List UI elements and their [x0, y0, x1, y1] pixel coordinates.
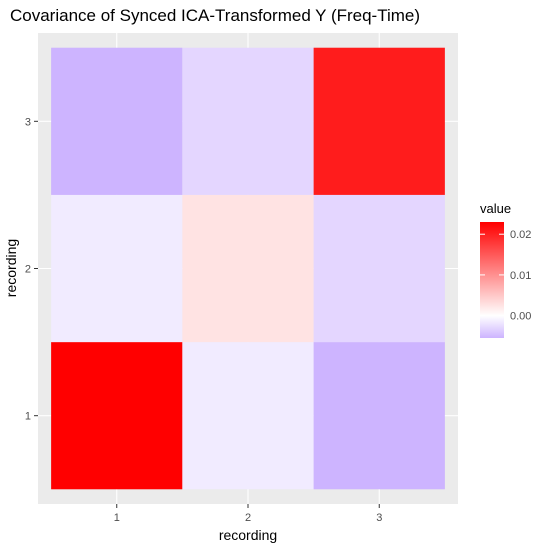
heatmap-cells: [51, 47, 445, 490]
legend-title: value: [480, 201, 511, 216]
heatmap-cell: [313, 47, 445, 195]
y-tick-label: 1: [25, 411, 31, 423]
heatmap-cell: [313, 194, 445, 343]
heatmap-cell: [182, 47, 314, 195]
heatmap-cell: [313, 342, 445, 490]
legend-tick-label: 0.02: [510, 229, 531, 241]
axes: 1 2 3 1 2 3: [25, 116, 382, 524]
legend-color-bar: [480, 222, 504, 338]
heatmap-cell: [182, 342, 314, 490]
legend: value 0.02 0.01 0.00: [480, 201, 531, 338]
legend-tick-label: 0.00: [510, 311, 531, 323]
y-axis-title: recording: [3, 239, 19, 297]
x-axis-title: recording: [219, 527, 277, 543]
legend-ticks: 0.02 0.01 0.00: [480, 229, 531, 323]
y-tick-label: 3: [25, 116, 31, 128]
x-tick-label: 2: [245, 512, 251, 524]
legend-tick-label: 0.01: [510, 270, 531, 282]
x-tick-label: 3: [376, 512, 382, 524]
heatmap-cell: [182, 194, 314, 343]
chart-title: Covariance of Synced ICA-Transformed Y (…: [10, 6, 421, 25]
y-tick-label: 2: [25, 264, 31, 276]
heatmap-cell: [51, 47, 183, 195]
heatmap-cell: [51, 194, 183, 343]
x-tick-label: 1: [114, 512, 120, 524]
heatmap-cell: [51, 342, 183, 490]
